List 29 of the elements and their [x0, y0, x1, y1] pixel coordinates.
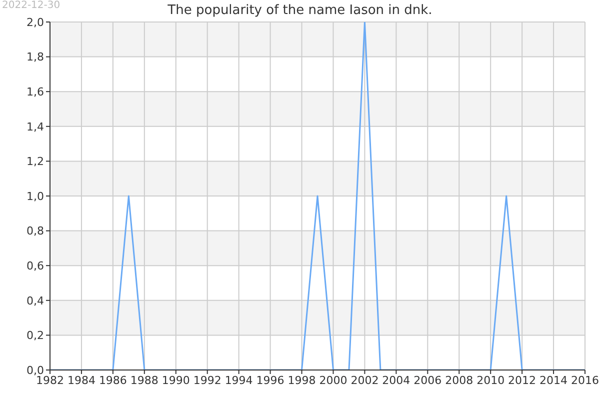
x-tick-label: 2006 — [414, 374, 442, 387]
chart-title: The popularity of the name Iason in dnk. — [168, 3, 432, 18]
x-tick-label: 1992 — [193, 374, 222, 387]
y-tick-label: 2,0 — [26, 16, 44, 29]
x-tick-label: 2000 — [319, 374, 348, 387]
x-tick-label: 1984 — [67, 374, 96, 387]
x-tick-label: 2008 — [445, 374, 474, 387]
x-tick-label: 2016 — [571, 374, 599, 387]
x-tick-label: 1988 — [130, 374, 158, 387]
y-tick-label: 1,8 — [26, 50, 44, 64]
x-tick-label: 1990 — [162, 374, 190, 387]
y-tick-label: 1,4 — [26, 120, 44, 134]
text: 2022-12-30 — [2, 0, 60, 12]
y-tick-label: 1,2 — [26, 155, 44, 168]
x-tick-label: 1998 — [288, 374, 316, 387]
x-tick-label: 2012 — [508, 374, 536, 387]
y-tick-label: 0,8 — [26, 224, 44, 238]
x-tick-label: 2004 — [382, 374, 410, 387]
x-tick-label: 1986 — [98, 374, 127, 387]
x-tick-label: 1996 — [256, 374, 284, 387]
x-tick-label: 2010 — [476, 374, 505, 387]
y-tick-label: 0,2 — [26, 329, 44, 342]
y-tick-label: 1,6 — [26, 86, 44, 99]
x-tick-label: 2002 — [350, 374, 379, 387]
y-tick-label: 0,4 — [26, 294, 44, 308]
x-tick-label: 2014 — [540, 374, 568, 387]
y-tick-label: 1,0 — [26, 190, 44, 203]
x-tick-label: 1994 — [224, 374, 253, 387]
y-tick-label: 0,6 — [26, 260, 44, 273]
